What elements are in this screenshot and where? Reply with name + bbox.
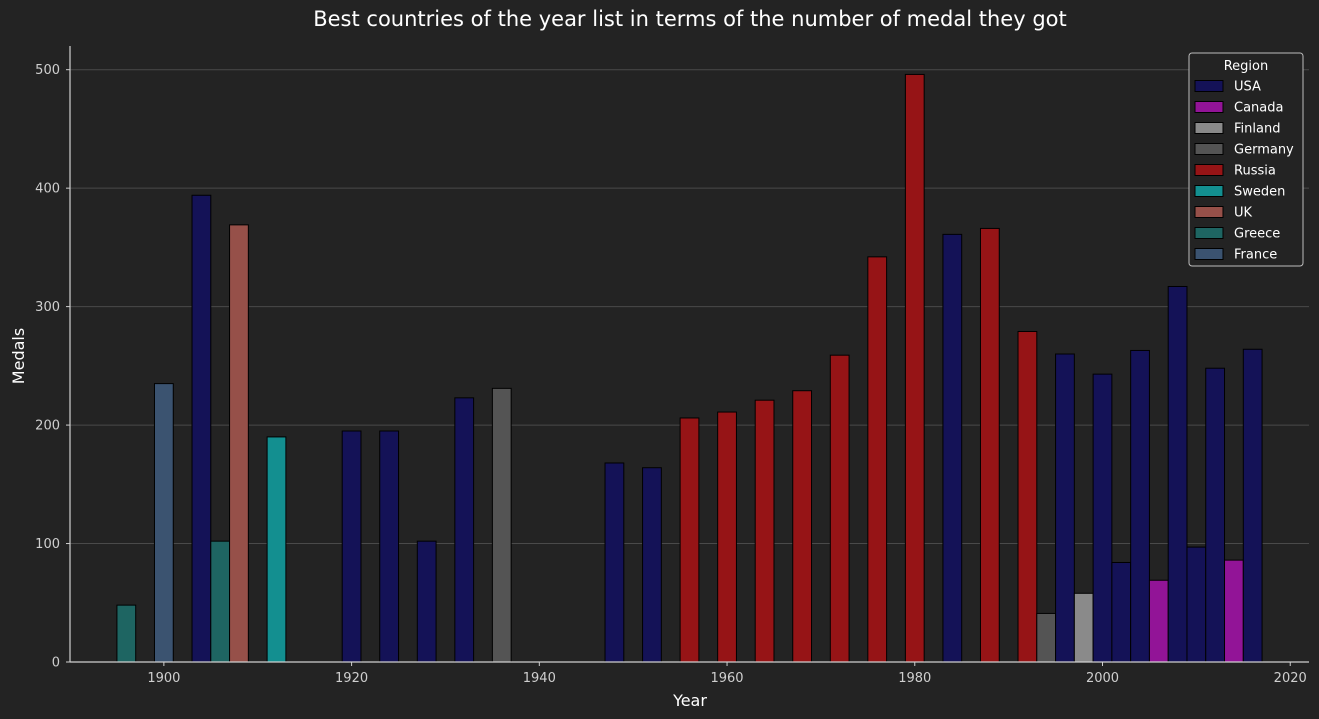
y-tick-label: 500 [35, 63, 60, 78]
legend-swatch-russia [1194, 164, 1224, 176]
bar-germany-1994 [1036, 612, 1057, 663]
bar-usa-1932 [454, 397, 475, 663]
legend-label-finland: Finland [1234, 122, 1280, 137]
legend-swatch-france [1194, 248, 1224, 260]
bar-russia-1968 [792, 390, 813, 663]
x-axis-label: Year [672, 691, 707, 710]
y-tick-label: 200 [35, 419, 60, 434]
x-tick-label: 1960 [710, 671, 743, 686]
legend-swatch-uk [1194, 206, 1224, 218]
chart-title: Best countries of the year list in terms… [313, 7, 1067, 31]
bar-usa-1920 [341, 430, 362, 663]
bar-usa-2004 [1130, 349, 1150, 663]
legend-label-uk: UK [1234, 206, 1253, 221]
bar-russia-1960 [717, 411, 737, 663]
bar-uk-1908 [229, 224, 249, 663]
legend-label-sweden: Sweden [1234, 185, 1285, 200]
y-tick-label: 0 [52, 656, 60, 671]
bar-greece-1896 [116, 604, 137, 663]
bars [116, 73, 1263, 663]
bar-canada-2014 [1224, 559, 1244, 663]
legend-label-canada: Canada [1234, 101, 1283, 116]
legend-swatch-usa [1194, 80, 1224, 92]
bar-usa-2012 [1205, 367, 1226, 663]
bar-usa-2008 [1167, 285, 1188, 663]
bar-usa-2016 [1242, 348, 1263, 663]
bar-greece-1906 [210, 540, 231, 663]
bar-germany-1936 [491, 387, 512, 663]
bar-finland-1998 [1073, 592, 1094, 663]
bar-russia-1980 [904, 73, 925, 663]
bar-usa-1996 [1055, 353, 1075, 663]
y-tick-label: 400 [35, 182, 60, 197]
legend-swatch-greece [1194, 227, 1224, 239]
bar-france-1900 [153, 383, 174, 663]
x-tick-label: 1900 [147, 671, 180, 686]
bar-russia-1992 [1017, 330, 1038, 663]
x-tick-label: 1920 [335, 671, 368, 686]
tick-labels: 0 100 200 300 400 500 1900 1920 1940 1960 1980 2000… [35, 63, 1307, 686]
bar-russia-1988 [979, 227, 1000, 663]
legend-label-france: France [1234, 248, 1277, 263]
bar-russia-1956 [679, 417, 700, 663]
bar-usa-2010 [1186, 546, 1207, 663]
bar-usa-1948 [604, 462, 625, 663]
legend-label-usa: USA [1234, 80, 1261, 95]
legend-label-germany: Germany [1234, 143, 1294, 158]
y-tick-label: 300 [35, 300, 60, 315]
bar-usa-1984 [942, 233, 963, 663]
x-tick-label: 1980 [898, 671, 931, 686]
bar-sweden-1912 [266, 436, 287, 663]
y-axis-label: Medals [9, 328, 28, 384]
x-tick-label: 1940 [523, 671, 556, 686]
legend-label-greece: Greece [1234, 227, 1280, 242]
bar-usa-1928 [416, 540, 437, 663]
legend-swatch-germany [1194, 143, 1224, 155]
legend-title: Region [1224, 59, 1269, 74]
bar-russia-1976 [867, 256, 888, 663]
bar-russia-1972 [829, 354, 850, 663]
bar-usa-1952 [642, 467, 662, 663]
bar-usa-2002 [1111, 561, 1132, 663]
legend-swatch-sweden [1194, 185, 1224, 197]
legend-label-russia: Russia [1234, 164, 1276, 179]
x-tick-label: 2000 [1086, 671, 1119, 686]
legend: Region USA Canada Finland Germany Russia Swed… [1188, 52, 1304, 267]
bar-usa-1924 [379, 430, 400, 663]
bar-usa-1904 [191, 194, 212, 663]
y-tick-label: 100 [35, 537, 60, 552]
bar-russia-1964 [754, 399, 775, 663]
bar-canada-2006 [1148, 579, 1169, 663]
x-tick-label: 2020 [1274, 671, 1307, 686]
bar-usa-2000 [1092, 373, 1113, 663]
legend-swatch-finland [1194, 122, 1224, 134]
legend-swatch-canada [1194, 101, 1224, 113]
